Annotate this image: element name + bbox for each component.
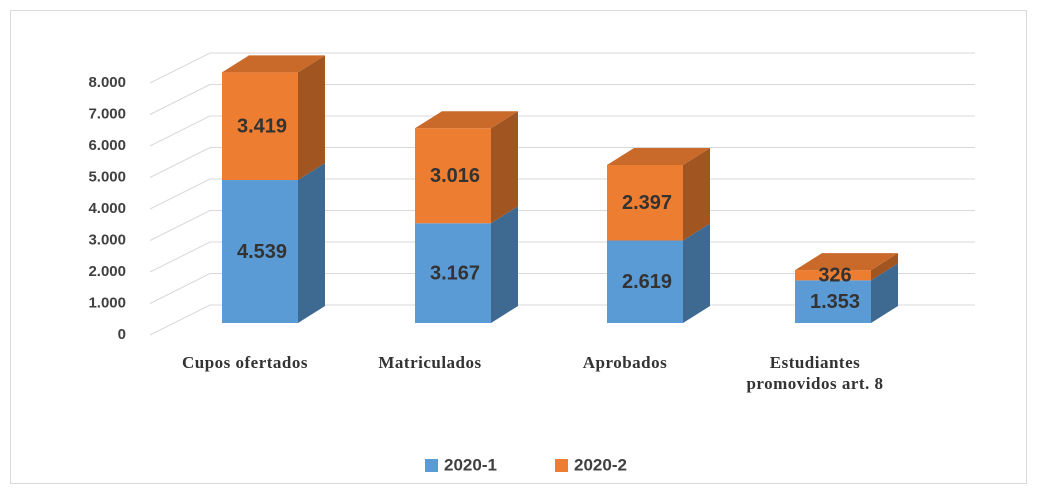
bar bbox=[795, 280, 871, 323]
bar bbox=[795, 270, 871, 281]
chart-border bbox=[10, 10, 1027, 484]
bar-side bbox=[298, 55, 325, 181]
x-tick-label: Matriculados bbox=[378, 353, 482, 372]
bar-side bbox=[683, 147, 710, 241]
data-label: 2.619 bbox=[622, 271, 672, 293]
bar-side bbox=[298, 163, 325, 323]
data-label: 2.397 bbox=[622, 192, 672, 214]
bar-side bbox=[871, 253, 898, 281]
bar-side bbox=[871, 263, 898, 323]
bar-top bbox=[795, 253, 898, 271]
y-tick-label: 0 bbox=[118, 326, 126, 343]
legend-label: 2020-1 bbox=[444, 455, 497, 474]
data-label: 326 bbox=[818, 265, 851, 287]
bar-side bbox=[491, 206, 518, 323]
grid-line bbox=[149, 273, 975, 304]
legend-swatch bbox=[425, 459, 438, 472]
data-label: 3.016 bbox=[430, 165, 480, 187]
bar-top bbox=[607, 147, 710, 165]
bar-top bbox=[222, 55, 325, 73]
y-tick-label: 3.000 bbox=[88, 231, 126, 248]
grid-line bbox=[149, 147, 975, 178]
y-tick-label: 5.000 bbox=[88, 168, 126, 185]
grid-line bbox=[149, 178, 975, 210]
bar bbox=[415, 223, 491, 323]
legend-label: 2020-2 bbox=[574, 455, 627, 474]
bar-side bbox=[491, 111, 518, 224]
data-label: 1.353 bbox=[810, 291, 860, 313]
x-tick-label: Cupos ofertados bbox=[181, 353, 309, 372]
y-tick-label: 2.000 bbox=[88, 263, 126, 280]
data-label: 3.167 bbox=[430, 262, 480, 284]
y-tick-label: 8.000 bbox=[88, 74, 126, 91]
grid-line bbox=[149, 241, 975, 273]
y-tick-label: 6.000 bbox=[88, 137, 126, 154]
bar bbox=[415, 128, 491, 224]
legend-swatch bbox=[555, 459, 568, 472]
grid-line bbox=[149, 115, 975, 147]
grid-line bbox=[149, 84, 975, 115]
bar-side bbox=[683, 223, 710, 323]
y-tick-label: 7.000 bbox=[88, 105, 126, 122]
grid-line bbox=[149, 52, 975, 84]
y-tick-label: 1.000 bbox=[88, 294, 126, 311]
grid-line bbox=[149, 304, 975, 336]
data-label: 4.539 bbox=[237, 241, 287, 263]
bar bbox=[607, 164, 683, 241]
x-tick-label: Aprobados bbox=[582, 353, 668, 372]
bar bbox=[607, 240, 683, 323]
x-tick-label: Estudiantes promovidos art. 8 bbox=[746, 353, 884, 393]
bar bbox=[222, 72, 298, 181]
y-tick-label: 4.000 bbox=[88, 200, 126, 217]
data-label: 3.419 bbox=[237, 115, 287, 137]
bar bbox=[222, 180, 298, 323]
grid-line bbox=[149, 210, 975, 241]
bar-top bbox=[415, 111, 518, 129]
